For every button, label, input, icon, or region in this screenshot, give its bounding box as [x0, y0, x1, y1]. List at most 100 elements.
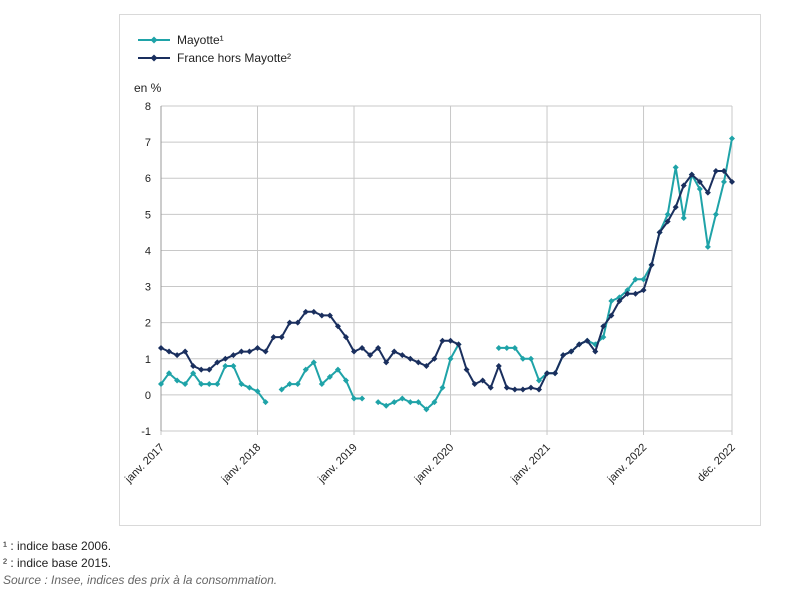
- data-point: [696, 178, 703, 185]
- data-point: [294, 381, 301, 388]
- data-point: [198, 381, 205, 388]
- data-point: [334, 323, 341, 330]
- data-point: [656, 229, 663, 236]
- data-point: [399, 395, 406, 402]
- legend: Mayotte¹ France hors Mayotte²: [138, 33, 291, 65]
- data-point: [383, 402, 390, 409]
- data-point: [342, 334, 349, 341]
- data-point: [447, 337, 454, 344]
- data-point: [230, 363, 237, 369]
- data-point: [503, 384, 510, 391]
- data-point: [688, 171, 695, 178]
- data-point: [600, 323, 607, 330]
- data-point: [487, 384, 494, 391]
- data-point: [600, 334, 607, 341]
- data-point: [712, 211, 719, 218]
- data-point: [608, 298, 615, 304]
- data-point: [624, 287, 631, 294]
- data-point: [399, 352, 406, 359]
- data-point: [230, 352, 237, 359]
- chart-frame: [119, 14, 761, 526]
- legend-label: France hors Mayotte²: [177, 51, 291, 65]
- data-point: [359, 395, 366, 402]
- data-point: [326, 312, 333, 319]
- series-line: [498, 138, 733, 382]
- data-point: [447, 355, 454, 362]
- data-point: [415, 399, 422, 406]
- data-point: [648, 261, 655, 268]
- data-point: [190, 370, 197, 377]
- data-point: [584, 337, 591, 344]
- data-point: [407, 355, 414, 362]
- data-point: [166, 348, 173, 355]
- data-point: [423, 363, 430, 369]
- axes: 8 7 6 5 4 3 2 1 0 -1 janv. 2017 janv. 2018 janv. 201…: [122, 101, 738, 486]
- data-point: [535, 377, 542, 384]
- data-point: [624, 290, 631, 297]
- data-point: [310, 359, 317, 366]
- data-point: [174, 352, 181, 359]
- data-point: [206, 366, 213, 373]
- y-tick-label: 4: [145, 245, 151, 257]
- data-point: [511, 386, 518, 393]
- data-point: [383, 359, 390, 366]
- data-point: [214, 359, 221, 366]
- data-point: [206, 381, 213, 388]
- x-tick-label: janv. 2020: [412, 442, 457, 487]
- data-point: [367, 352, 374, 359]
- data-point: [544, 370, 551, 377]
- data-point: [632, 276, 639, 283]
- data-point: [407, 399, 414, 406]
- data-point: [318, 381, 325, 388]
- y-tick-label: 7: [145, 137, 151, 149]
- data-point: [222, 363, 229, 369]
- data-point: [640, 276, 647, 283]
- data-point: [560, 352, 567, 359]
- grid-lines: [160, 105, 733, 435]
- footnote-1: ¹ : indice base 2006.: [3, 539, 112, 553]
- data-point: [214, 381, 221, 388]
- data-point: [455, 341, 462, 348]
- y-tick-label: 3: [145, 282, 151, 294]
- data-point: [720, 178, 727, 185]
- data-point: [351, 395, 358, 402]
- data-point: [672, 204, 679, 211]
- y-axis-label: en %: [134, 81, 162, 95]
- data-point: [503, 344, 510, 351]
- data-point: [576, 341, 583, 348]
- y-tick-label: 1: [145, 354, 151, 366]
- x-tick-label: janv. 2018: [219, 442, 264, 487]
- y-tick-label: 8: [145, 101, 151, 113]
- data-point: [720, 168, 727, 174]
- series-line: [160, 170, 733, 391]
- data-point: [391, 399, 398, 406]
- footnotes: ¹ : indice base 2006. ² : indice base 20…: [3, 538, 277, 589]
- data-point: [672, 164, 679, 171]
- x-tick-label: déc. 2022: [695, 442, 738, 485]
- data-point: [351, 348, 358, 355]
- data-point: [174, 377, 181, 384]
- data-point: [391, 348, 398, 355]
- footnote-2: ² : indice base 2015.: [3, 556, 112, 570]
- data-point: [254, 388, 261, 395]
- source-note: Source : Insee, indices des prix à la co…: [3, 573, 278, 587]
- data-point: [423, 406, 430, 413]
- data-point: [729, 135, 735, 142]
- data-point: [640, 287, 647, 294]
- data-point: [278, 334, 285, 341]
- data-point: [238, 348, 245, 355]
- data-point: [222, 355, 229, 362]
- data-point: [696, 186, 703, 193]
- data-point: [286, 381, 293, 388]
- x-tick-label: janv. 2021: [508, 442, 553, 487]
- data-point: [632, 290, 639, 297]
- data-point: [198, 366, 205, 373]
- y-tick-label: 2: [145, 318, 151, 330]
- x-tick-label: janv. 2017: [122, 442, 167, 487]
- data-point: [535, 386, 542, 393]
- data-point: [375, 344, 382, 351]
- data-point: [680, 214, 687, 221]
- data-point: [431, 355, 438, 362]
- data-point: [326, 373, 333, 380]
- data-point: [431, 399, 438, 406]
